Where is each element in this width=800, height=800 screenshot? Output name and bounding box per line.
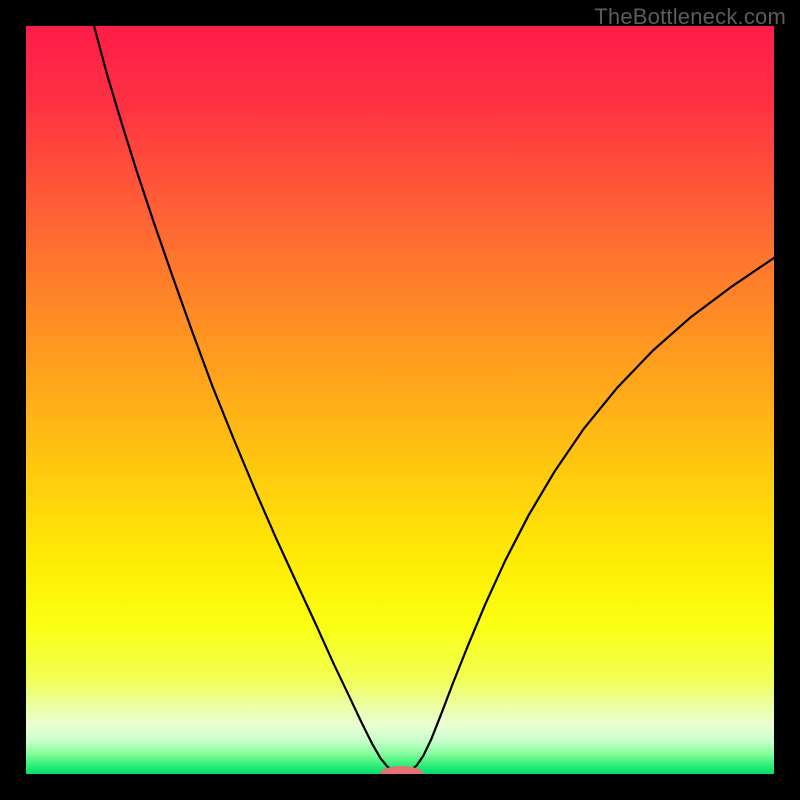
chart-root: { "watermark": "TheBottleneck.com", "cha…	[0, 0, 800, 800]
watermark-text: TheBottleneck.com	[594, 4, 786, 30]
chart-svg	[26, 26, 774, 774]
plot-area	[26, 26, 774, 774]
gradient-background	[26, 26, 774, 774]
